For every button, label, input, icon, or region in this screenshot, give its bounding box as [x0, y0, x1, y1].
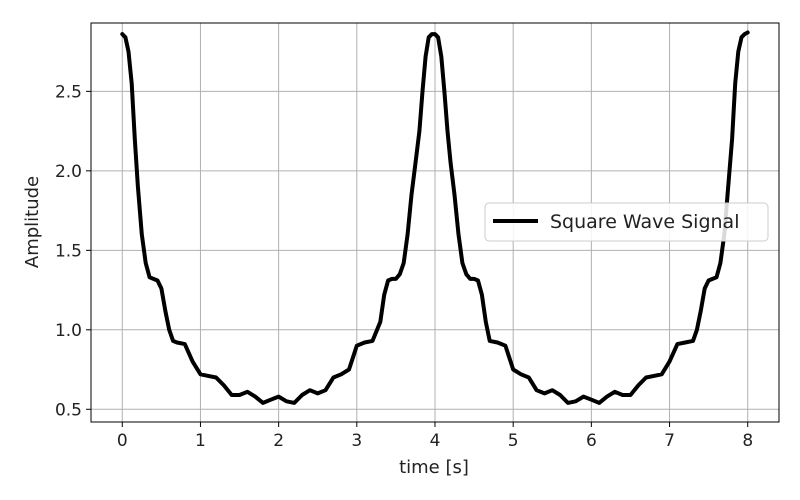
plot-frame: [90, 22, 780, 423]
x-axis-label: time [s]: [399, 457, 469, 478]
legend: Square Wave Signal: [484, 202, 769, 242]
series-layer: [120, 30, 750, 405]
x-tick-label: 2: [273, 431, 284, 451]
x-tick-label: 6: [586, 431, 597, 451]
series-line-square-wave-signal: [120, 30, 750, 405]
x-tick-label: 3: [351, 431, 362, 451]
x-tick-label: 4: [430, 431, 441, 451]
x-tick-label: 8: [742, 431, 753, 451]
y-tick-label: 1.5: [55, 241, 82, 261]
legend-box: [484, 202, 769, 242]
x-tick-label: 1: [195, 431, 206, 451]
x-tick-label: 5: [508, 431, 519, 451]
y-axis-ticks: 0.5 1.0 1.5 2.0 2.5: [55, 82, 91, 420]
y-tick-label: 0.5: [55, 400, 82, 420]
x-tick-label: 0: [117, 431, 128, 451]
y-axis-label: Amplitude: [22, 176, 43, 268]
x-axis-ticks: 0 1 2 3 4 5 6 7 8: [117, 422, 753, 451]
y-tick-label: 2.5: [55, 82, 82, 102]
legend-label: Square Wave Signal: [550, 211, 739, 233]
y-tick-label: 1.0: [55, 321, 82, 341]
y-tick-label: 2.0: [55, 162, 82, 182]
x-tick-label: 7: [664, 431, 675, 451]
